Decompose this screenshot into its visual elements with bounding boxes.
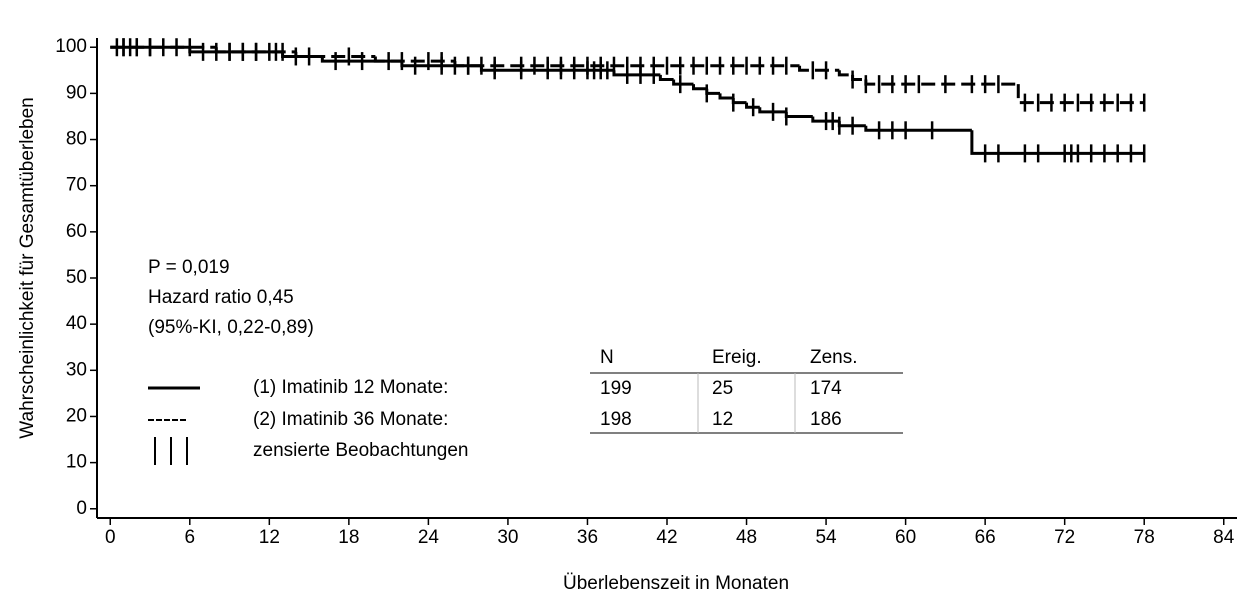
x-tick-label: 30 — [497, 527, 518, 548]
table-cell: 198 — [600, 409, 632, 430]
x-tick-label: 48 — [736, 527, 757, 548]
legend-censor — [154, 437, 188, 465]
y-axis-title: Wahrscheinlichkeit für Gesamtüberleben — [17, 97, 38, 438]
x-tick-label: 60 — [895, 527, 916, 548]
x-axis-title: Überlebenszeit in Monaten — [563, 573, 789, 594]
y-tick-label: 90 — [66, 82, 87, 103]
legend-label: (1) Imatinib 12 Monate: — [253, 377, 448, 398]
y-tick-label: 20 — [66, 405, 87, 426]
survival-step — [837, 70, 853, 77]
table-header: N — [600, 347, 614, 368]
survival-step — [453, 61, 800, 68]
survival-step — [672, 79, 694, 86]
x-tick-label: 0 — [105, 527, 116, 548]
y-tick-label: 70 — [66, 175, 87, 196]
x-tick-label: 12 — [259, 527, 280, 548]
annotation: Hazard ratio 0,45 — [148, 287, 294, 308]
survival-step — [851, 74, 866, 82]
y-tick-label: 30 — [66, 359, 87, 380]
y-tick-label: 0 — [76, 498, 87, 519]
survival-step — [214, 47, 296, 54]
survival-step — [864, 79, 1019, 86]
annotation: (95%-KI, 0,22-0,89) — [148, 317, 314, 338]
annotation: P = 0,019 — [148, 257, 230, 278]
table-cell: 174 — [810, 378, 842, 399]
table-rules — [590, 372, 903, 434]
survival-step — [745, 102, 760, 109]
table-header: Zens. — [810, 347, 858, 368]
table-cell: 12 — [712, 409, 733, 430]
table-cell: 25 — [712, 378, 733, 399]
survival-step — [294, 51, 376, 58]
y-tick-label: 40 — [66, 313, 87, 334]
x-tick-label: 66 — [975, 527, 996, 548]
y-tick-label: 60 — [66, 221, 87, 242]
y-tick-label: 100 — [55, 36, 87, 57]
table-cell: 186 — [810, 409, 842, 430]
survival-step — [758, 107, 787, 114]
y-tick-label: 80 — [66, 129, 87, 150]
x-tick-label: 6 — [185, 527, 196, 548]
x-tick-label: 24 — [418, 527, 440, 548]
x-tick-label: 42 — [656, 527, 677, 548]
survival-step — [1016, 84, 1145, 105]
survival-step — [373, 56, 455, 63]
survival-step — [692, 84, 707, 91]
x-tick-label: 54 — [815, 527, 837, 548]
survival-step — [798, 65, 840, 72]
survival-step — [970, 130, 1145, 155]
survival-step — [811, 116, 840, 123]
x-tick-label: 78 — [1134, 527, 1155, 548]
y-tick-label: 50 — [66, 267, 87, 288]
table-header: Ereig. — [712, 347, 762, 368]
legend-label: (2) Imatinib 36 Monate: — [253, 409, 448, 430]
x-tick-label: 72 — [1054, 527, 1075, 548]
survival-step — [731, 98, 747, 105]
survival-step — [784, 111, 813, 118]
y-tick-label: 10 — [66, 452, 87, 473]
x-tick-label: 36 — [577, 527, 598, 548]
survival-step — [658, 74, 674, 82]
table-cell: 199 — [600, 378, 632, 399]
survival-step — [864, 125, 972, 132]
x-tick-label: 84 — [1213, 527, 1235, 548]
survival-step — [705, 88, 721, 95]
legend-label: zensierte Beobachtungen — [253, 440, 469, 461]
survival-step — [718, 93, 734, 100]
x-tick-label: 18 — [338, 527, 359, 548]
